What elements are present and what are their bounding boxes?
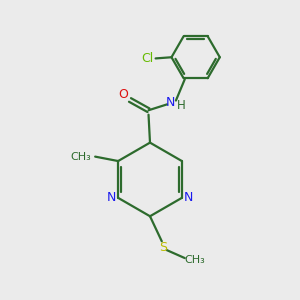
- Text: S: S: [159, 241, 167, 254]
- Text: Cl: Cl: [141, 52, 154, 65]
- Text: N: N: [184, 191, 193, 204]
- Text: H: H: [176, 99, 185, 112]
- Text: N: N: [107, 191, 116, 204]
- Text: N: N: [166, 96, 175, 110]
- Text: CH₃: CH₃: [70, 152, 91, 162]
- Text: CH₃: CH₃: [184, 255, 205, 266]
- Text: O: O: [118, 88, 128, 100]
